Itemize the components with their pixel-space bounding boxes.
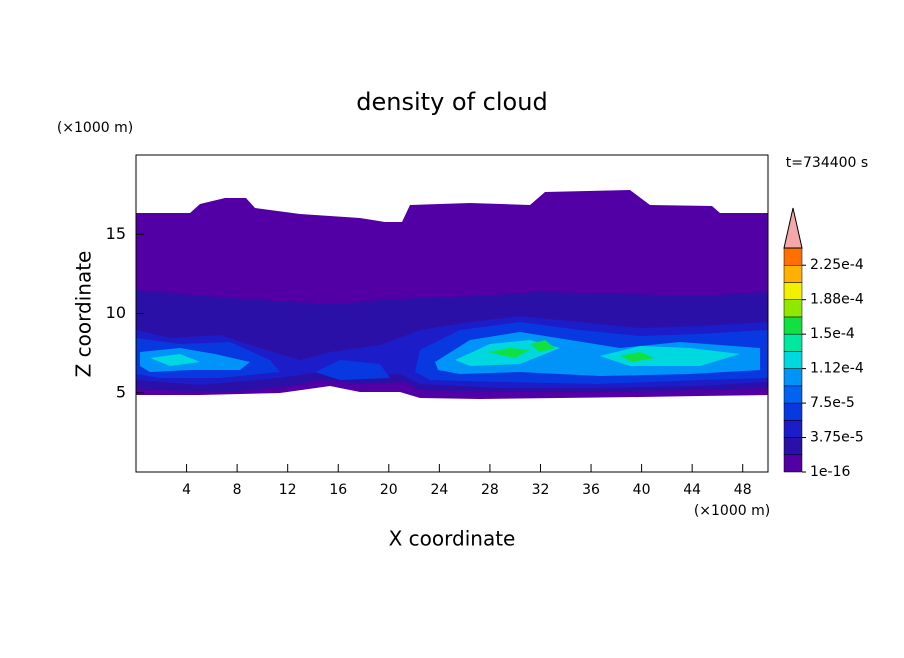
- contour-region: [140, 332, 760, 376]
- x-tick-label: 40: [633, 482, 651, 498]
- x-tick-label: 44: [683, 482, 701, 498]
- y-axis-label: Z coordinate: [72, 251, 96, 378]
- x-tick-label: 12: [279, 482, 297, 498]
- colorbar-band: [783, 437, 803, 456]
- x-tick-label: 24: [430, 482, 448, 498]
- colorbar-tick-label: 1e-16: [810, 464, 850, 480]
- colorbar-band: [783, 454, 803, 473]
- colorbar-band: [783, 402, 803, 421]
- colorbar-band: [783, 385, 803, 404]
- x-tick-label: 16: [329, 482, 347, 498]
- x-tick-label: 32: [532, 482, 550, 498]
- y-tick-label: 5: [116, 382, 126, 401]
- colorbar-tick-label: 3.75e-5: [810, 430, 864, 446]
- colorbar-band: [783, 247, 803, 266]
- colorbar-band: [783, 351, 803, 369]
- colorbar-tick-label: 1.88e-4: [810, 292, 864, 308]
- x-tick-label: 20: [380, 482, 398, 498]
- x-unit: (×1000 m): [694, 503, 770, 519]
- y-unit: (×1000 m): [57, 120, 133, 136]
- colorbar-band: [783, 333, 803, 352]
- colorbar-band: [783, 264, 803, 283]
- x-tick-label: 28: [481, 482, 499, 498]
- colorbar-band: [783, 299, 803, 318]
- colorbar-tick-label: 7.5e-5: [810, 395, 855, 411]
- x-tick-label: 8: [233, 482, 242, 498]
- time-label: t=734400 s: [786, 155, 868, 171]
- colorbar-tick-label: 2.25e-4: [810, 257, 864, 273]
- colorbar-band: [783, 368, 803, 387]
- colorbar-extension: [783, 207, 803, 249]
- contour-region: [150, 340, 740, 366]
- colorbar-tick-label: 1.12e-4: [810, 361, 864, 377]
- x-axis-label: X coordinate: [389, 527, 516, 551]
- x-tick-label: 36: [582, 482, 600, 498]
- colorbar-band: [783, 420, 803, 438]
- colorbar-tick-label: 1.5e-4: [810, 326, 855, 342]
- colorbar-band: [783, 282, 803, 300]
- contour-field: [136, 190, 768, 399]
- chart-title: density of cloud: [356, 88, 547, 116]
- contour-region: [488, 340, 655, 362]
- y-tick-label: 15: [106, 224, 126, 243]
- x-tick-label: 4: [182, 482, 191, 498]
- colorbar-band: [783, 316, 803, 335]
- x-tick-label: 48: [734, 482, 752, 498]
- y-tick-label: 10: [106, 303, 126, 322]
